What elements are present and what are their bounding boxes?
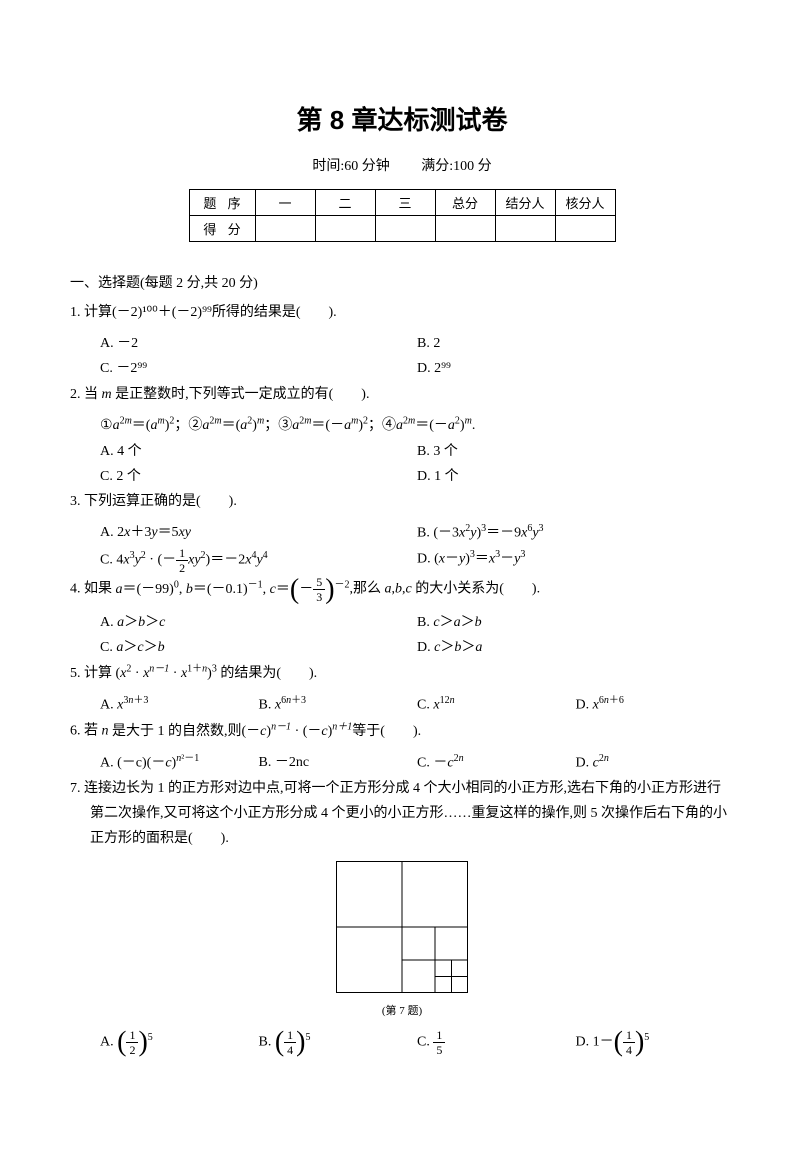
option-a: A. (12)5	[100, 1028, 259, 1057]
q7-options: A. (12)5 B. (14)5 C. 15 D. 1－(14)5	[70, 1028, 734, 1057]
option-b: B. c＞a＞b	[417, 610, 734, 635]
option-a: A. 4 个	[100, 439, 417, 464]
q3-options: A. 2x＋3y＝5xy B. (－3x2y)3＝－9x6y3 C. 4x3y2…	[70, 520, 734, 575]
section-header: 一、选择题(每题 2 分,共 20 分)	[70, 272, 734, 292]
cell	[435, 216, 495, 242]
question-7: 7. 连接边长为 1 的正方形对边中点,可将一个正方形分成 4 个大小相同的小正…	[70, 776, 734, 852]
q2-options: A. 4 个 B. 3 个 C. 2 个 D. 1 个	[70, 439, 734, 489]
var-n: n	[102, 724, 109, 739]
q5-text: 5. 计算 (x2 · xn－1 · x1＋n)3 的结果为( ).	[70, 666, 317, 681]
option-c: C. －2⁹⁹	[100, 356, 417, 381]
info-line: 时间:60 分钟 满分:100 分	[70, 155, 734, 175]
option-b: B. (－3x2y)3＝－9x6y3	[417, 520, 734, 546]
q6-prefix: 6. 若	[70, 724, 102, 739]
option-c: C. －c2n	[417, 750, 576, 776]
q2-equations: ①a2m＝(am)2；②a2m＝(a2)m；③a2m＝(－am)2；④a2m＝(…	[70, 413, 734, 439]
cell	[555, 216, 615, 242]
table-row: 题 序 一 二 三 总分 结分人 核分人	[189, 190, 615, 216]
option-d: D. c＞b＞a	[417, 635, 734, 660]
cell	[495, 216, 555, 242]
q5-options: A. x3n＋3 B. x6n＋3 C. x12n D. x6n＋6	[70, 692, 734, 718]
table-row: 得 分	[189, 216, 615, 242]
option-c: C. x12n	[417, 692, 576, 718]
question-text: 3. 下列运算正确的是( ).	[70, 494, 237, 509]
q7-figure: (第 7 题)	[70, 861, 734, 1018]
q4-suffix: 的大小关系为( ).	[412, 582, 540, 597]
option-a: A. 2x＋3y＝5xy	[100, 520, 417, 546]
cell	[255, 216, 315, 242]
option-d: D. x6n＋6	[576, 692, 735, 718]
option-b: B. 2	[417, 331, 734, 356]
option-b: B. 3 个	[417, 439, 734, 464]
option-c: C. a＞c＞b	[100, 635, 417, 660]
option-a: A. x3n＋3	[100, 692, 259, 718]
question-5: 5. 计算 (x2 · xn－1 · x1＋n)3 的结果为( ).	[70, 660, 734, 686]
option-a: A. －2	[100, 331, 417, 356]
option-c: C. 2 个	[100, 464, 417, 489]
q6-options: A. (－c)(－c)n²－1 B. －2nc C. －c2n D. c2n	[70, 750, 734, 776]
q2-eq4: ④a2m＝(－a2)m.	[382, 418, 475, 433]
var-m: m	[102, 387, 112, 402]
option-b: B. x6n＋3	[259, 692, 418, 718]
q6-mid: 是大于 1 的自然数,则(－c)n－1 · (－c)n＋1等于( ).	[109, 724, 422, 739]
q2-eq2: ②a2m＝(a2)m；	[188, 418, 278, 433]
option-d: D. 1 个	[417, 464, 734, 489]
option-b: B. －2nc	[259, 750, 418, 776]
figure-caption: (第 7 题)	[70, 1002, 734, 1018]
time-label: 时间:60 分钟	[312, 159, 389, 174]
cell: 二	[315, 190, 375, 216]
option-d: D. (x－y)3＝x3－y3	[417, 546, 734, 575]
q4-prefix: 4. 如果	[70, 582, 116, 597]
question-6: 6. 若 n 是大于 1 的自然数,则(－c)n－1 · (－c)n＋1等于( …	[70, 718, 734, 744]
option-d: D. 2⁹⁹	[417, 356, 734, 381]
cell: 三	[375, 190, 435, 216]
option-b: B. (14)5	[259, 1028, 418, 1057]
page-title: 第 8 章达标测试卷	[70, 100, 734, 137]
q2-prefix: 2. 当	[70, 387, 102, 402]
q2-eq3: ③a2m＝(－am)2；	[278, 418, 382, 433]
question-4: 4. 如果 a＝(－99)0, b＝(－0.1)－1, c＝(－53)－2,那么…	[70, 575, 734, 604]
option-d: D. 1－(14)5	[576, 1028, 735, 1057]
option-c: C. 4x3y2 · (－12xy2)＝－2x4y4	[100, 546, 417, 575]
q1-options: A. －2 B. 2 C. －2⁹⁹ D. 2⁹⁹	[70, 331, 734, 381]
q2-eq1: ①a2m＝(am)2；	[100, 418, 188, 433]
cell: 核分人	[555, 190, 615, 216]
cell: 得 分	[189, 216, 255, 242]
cell: 结分人	[495, 190, 555, 216]
q4-math: a＝(－99)0, b＝(－0.1)－1, c＝(－53)－2	[116, 582, 350, 597]
option-a: A. (－c)(－c)n²－1	[100, 750, 259, 776]
cell: 总分	[435, 190, 495, 216]
q2-mid: 是正整数时,下列等式一定成立的有( ).	[112, 387, 370, 402]
option-d: D. c2n	[576, 750, 735, 776]
question-1: 1. 计算(－2)¹⁰⁰＋(－2)⁹⁹所得的结果是( ).	[70, 300, 734, 325]
q4-options: A. a＞b＞c B. c＞a＞b C. a＞c＞b D. c＞b＞a	[70, 610, 734, 660]
fullmark-label: 满分:100 分	[421, 159, 491, 174]
cell	[315, 216, 375, 242]
fractal-square-icon	[336, 861, 468, 993]
score-table: 题 序 一 二 三 总分 结分人 核分人 得 分	[189, 189, 616, 242]
question-2: 2. 当 m 是正整数时,下列等式一定成立的有( ).	[70, 382, 734, 407]
cell: 题 序	[189, 190, 255, 216]
question-text: 1. 计算(－2)¹⁰⁰＋(－2)⁹⁹所得的结果是( ).	[70, 305, 337, 320]
question-3: 3. 下列运算正确的是( ).	[70, 489, 734, 514]
option-c: C. 15	[417, 1028, 576, 1057]
q7-text: 7. 连接边长为 1 的正方形对边中点,可将一个正方形分成 4 个大小相同的小正…	[70, 776, 734, 852]
option-a: A. a＞b＞c	[100, 610, 417, 635]
cell: 一	[255, 190, 315, 216]
cell	[375, 216, 435, 242]
